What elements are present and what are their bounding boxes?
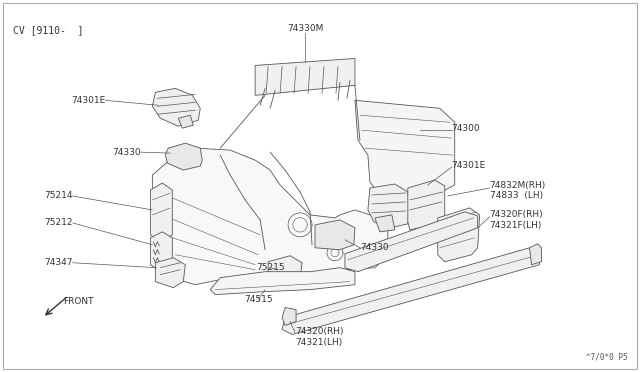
Polygon shape [210, 268, 355, 295]
Polygon shape [368, 184, 410, 228]
Text: 74833  (LH): 74833 (LH) [490, 192, 543, 201]
Polygon shape [150, 232, 172, 272]
Text: 74330: 74330 [360, 243, 388, 252]
Text: 74321(LH): 74321(LH) [295, 338, 342, 347]
Text: FRONT: FRONT [63, 297, 94, 306]
Polygon shape [152, 89, 200, 126]
Text: 74320(RH): 74320(RH) [295, 327, 344, 336]
Polygon shape [165, 143, 202, 170]
Text: CV [9110-  ]: CV [9110- ] [13, 25, 83, 35]
Polygon shape [529, 244, 541, 265]
Polygon shape [150, 183, 172, 242]
Text: ^7/0*0 P5: ^7/0*0 P5 [586, 352, 627, 361]
Polygon shape [152, 148, 388, 285]
Text: 74301E: 74301E [452, 161, 486, 170]
Text: 75212: 75212 [44, 218, 72, 227]
Text: 74330M: 74330M [287, 24, 323, 33]
Polygon shape [282, 248, 540, 334]
Text: 74347: 74347 [44, 258, 72, 267]
Polygon shape [438, 208, 479, 262]
Text: 74320F(RH): 74320F(RH) [490, 211, 543, 219]
Polygon shape [179, 115, 193, 128]
Polygon shape [345, 212, 477, 272]
Polygon shape [268, 256, 302, 286]
Polygon shape [408, 180, 445, 230]
Text: 74300: 74300 [452, 124, 481, 133]
Text: 74321F(LH): 74321F(LH) [490, 221, 542, 230]
Polygon shape [156, 258, 186, 288]
Text: 74515: 74515 [244, 295, 273, 304]
Text: 74301E: 74301E [71, 96, 106, 105]
Polygon shape [355, 100, 454, 200]
Polygon shape [315, 220, 355, 250]
Text: 75214: 75214 [44, 192, 72, 201]
Text: 74832M(RH): 74832M(RH) [490, 180, 546, 189]
Polygon shape [255, 58, 355, 95]
Polygon shape [375, 215, 395, 232]
Text: 75215: 75215 [256, 263, 284, 272]
Text: 74330: 74330 [112, 148, 140, 157]
Polygon shape [282, 308, 296, 326]
